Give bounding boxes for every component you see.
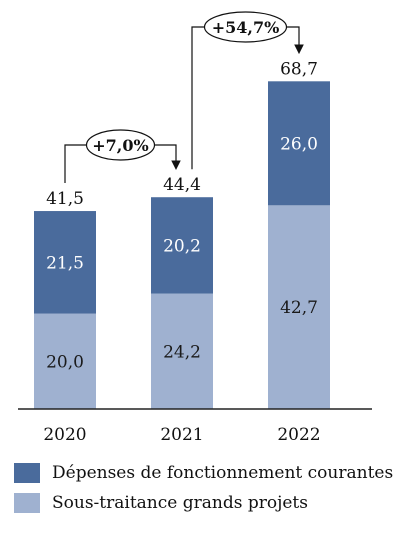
growth-pill-2021-2022	[203, 11, 288, 43]
value-label-sous-traitance-2020: 20,0	[46, 352, 84, 372]
value-label-depenses-2021: 20,2	[163, 236, 201, 256]
growth-pill-2020-2021	[85, 129, 156, 161]
value-label-depenses-2020: 21,5	[46, 253, 84, 273]
value-label-depenses-2022: 26,0	[280, 134, 318, 154]
bar-depenses-2022	[268, 81, 330, 206]
value-label-sous-traitance-2022: 42,7	[280, 298, 318, 318]
legend-label-sous-traitance: Sous-traitance grands projets	[52, 493, 308, 513]
legend: Dépenses de fonctionnement courantes Sou…	[14, 458, 393, 518]
value-label-sous-traitance-2021: 24,2	[163, 342, 201, 362]
legend-label-depenses: Dépenses de fonctionnement courantes	[52, 463, 394, 483]
bar-sous-traitance-2020	[34, 313, 96, 409]
bar-depenses-2020	[34, 211, 96, 314]
total-label-2022: 68,7	[280, 59, 318, 79]
growth-label-2020-2021: +7,0%	[92, 136, 148, 155]
legend-swatch-sous-traitance	[14, 493, 40, 513]
x-tick-label-2021: 2021	[160, 425, 203, 445]
legend-item-sous-traitance: Sous-traitance grands projets	[14, 488, 393, 518]
total-label-2021: 44,4	[163, 175, 201, 195]
growth-label-2021-2022: +54,7%	[212, 18, 280, 37]
legend-swatch-depenses	[14, 463, 40, 483]
legend-item-depenses: Dépenses de fonctionnement courantes	[14, 458, 393, 488]
bar-depenses-2021	[151, 197, 213, 294]
bar-sous-traitance-2022	[268, 205, 330, 409]
bar-sous-traitance-2021	[151, 293, 213, 409]
x-tick-label-2020: 2020	[43, 425, 86, 445]
stacked-bar-chart: 20,0 21,5 41,5 2020 24,2 20,2 44,4 2021 42,7 26,0…	[18, 11, 372, 445]
x-tick-label-2022: 2022	[277, 425, 320, 445]
total-label-2020: 41,5	[46, 189, 84, 209]
